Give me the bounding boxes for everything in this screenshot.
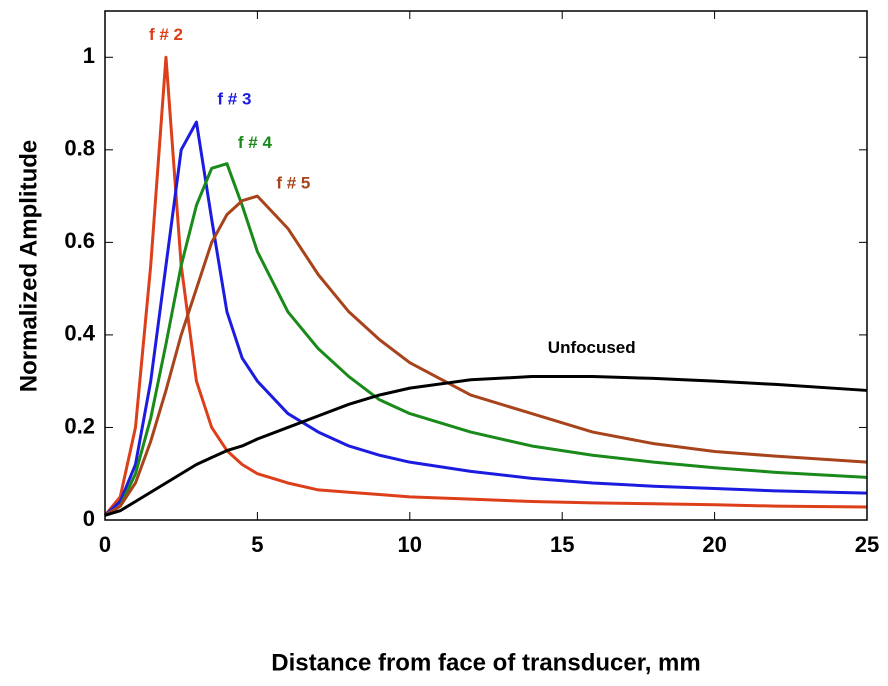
y-tick-label: 0.6: [64, 228, 95, 253]
series-label: f # 4: [238, 133, 273, 152]
x-axis-title: Distance from face of transducer, mm: [271, 649, 700, 676]
y-tick-label: 0.2: [64, 413, 95, 438]
y-tick-label: 0.8: [64, 136, 95, 161]
series-label: f # 2: [149, 25, 183, 44]
series-label: Unfocused: [548, 338, 636, 357]
x-tick-label: 0: [99, 532, 111, 557]
line: [103, 55, 868, 517]
line: [103, 120, 868, 517]
line: [104, 194, 868, 517]
series-label: f # 3: [217, 90, 251, 109]
line: [104, 375, 868, 517]
y-axis-title: Normalized Amplitude: [15, 140, 42, 392]
x-tick-label: 15: [550, 532, 574, 557]
y-tick-label: 1: [83, 43, 95, 68]
x-tick-label: 5: [251, 532, 263, 557]
x-tick-label: 20: [702, 532, 726, 557]
series-label: f # 5: [276, 174, 310, 193]
plot-frame: [104, 10, 868, 521]
x-tick-label: 25: [855, 532, 879, 557]
line: [104, 162, 868, 517]
x-tick-label: 10: [398, 532, 422, 557]
y-tick-label: 0.4: [64, 321, 95, 346]
y-tick-label: 0: [83, 506, 95, 531]
